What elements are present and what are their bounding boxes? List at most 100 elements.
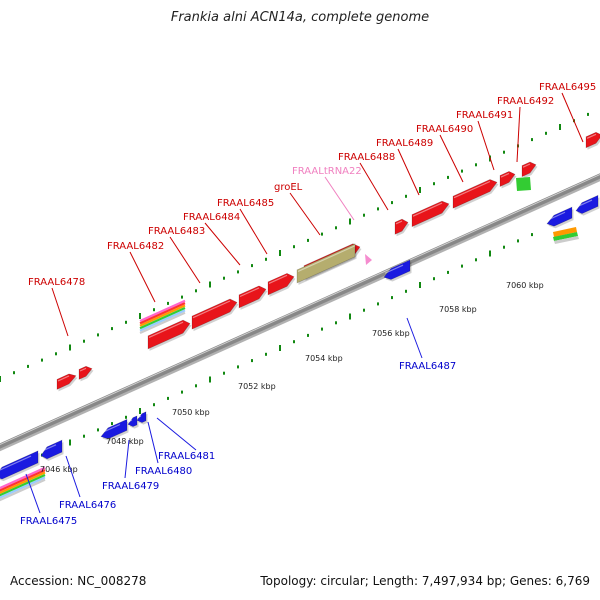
leader-line (25, 473, 41, 514)
gene-fraal6487 (383, 259, 411, 280)
gene-fraal6478b (78, 365, 93, 380)
gene-fraal6495 (585, 131, 600, 149)
leader-line (289, 192, 321, 236)
gene-label: FRAAL6479 (102, 481, 159, 492)
leader-line (156, 417, 197, 451)
gene-label: FRAAL6488 (338, 152, 395, 163)
leader-line (324, 176, 355, 221)
gene-label: FRAAL6478 (28, 277, 85, 288)
leader-line (124, 439, 130, 479)
gene-fraal6480-gloss (128, 419, 133, 422)
gene-reverse-right2-gloss (576, 199, 593, 208)
leader-line (477, 120, 495, 171)
gene-label: groEL (274, 182, 303, 193)
gene-fraal6490-gloss (453, 180, 491, 199)
gene-fraal6483 (191, 298, 238, 330)
accession-label: Accession: NC_008278 (10, 574, 147, 588)
feature-stack-6482-band (139, 311, 186, 335)
gene-fraal6483-gloss (192, 300, 231, 319)
gene-fraal6478 (56, 373, 77, 390)
scale-label-7052: 7052 kbp (238, 382, 276, 391)
map-title: Frankia alni ACN14a, complete genome (170, 10, 430, 25)
gene-fraal6481 (136, 411, 147, 423)
leader-line (204, 222, 241, 266)
leader-line (239, 208, 268, 255)
leader-line (561, 92, 584, 143)
gene-label: FRAAL6483 (148, 226, 205, 237)
gene-fraal6478-gloss (57, 375, 70, 382)
gene-fraal6485 (267, 273, 295, 296)
feature-stack-6475-band (0, 471, 46, 495)
genome-summary-label: Topology: circular; Length: 7,497,934 bp… (260, 574, 590, 588)
gene-label: FRAAL6481 (158, 451, 215, 462)
gene-rrna-block-gloss (297, 245, 356, 272)
gene-fraal6485-gloss (268, 274, 288, 284)
leader-line (439, 134, 464, 183)
feature-orange-right (553, 227, 577, 237)
leader-line (129, 251, 156, 303)
feature-stack-6475-band (0, 466, 46, 490)
gene-reverse-right1 (546, 206, 573, 227)
gene-fraaltrna22 (365, 254, 372, 265)
leader-line (169, 236, 201, 284)
gene-fraal6484-gloss (239, 287, 260, 298)
genome-axis-line (0, 173, 600, 449)
gene-fraal6475 (0, 450, 39, 480)
gene-fraal6479-gloss (101, 423, 121, 434)
scale-label-7056: 7056 kbp (372, 329, 410, 338)
scale-label-7060: 7060 kbp (506, 281, 544, 290)
feature-stack-6475-band (0, 469, 46, 492)
leader-line (397, 148, 420, 196)
scale-label-7046: 7046 kbp (40, 465, 78, 474)
gene-label: FRAAL6495 (539, 82, 596, 93)
feature-stack-6475-band (0, 473, 46, 497)
gene-fraal6492-gloss (522, 163, 531, 168)
gene-label: FRAAL6487 (399, 361, 456, 372)
leader-line (359, 162, 389, 211)
leader-line (406, 317, 423, 359)
gene-reverse-right2 (575, 194, 599, 214)
feature-stack-6475-band (0, 476, 46, 499)
leader-line (147, 421, 159, 464)
gene-label: FRAAL6475 (20, 516, 77, 527)
gene-label: FRAAL6489 (376, 138, 433, 149)
gene-fraal6488-small-gloss (395, 220, 403, 225)
gene-label: FRAAL6491 (456, 110, 513, 121)
feature-stack-6482-band (139, 299, 186, 323)
scale-label-7050: 7050 kbp (172, 408, 210, 417)
leader-line (516, 106, 521, 163)
gene-rrna-block (296, 243, 356, 284)
gene-label: FRAALtRNA22 (292, 166, 362, 177)
gene-fraal6479 (100, 418, 128, 440)
gene-label: FRAAL6476 (59, 500, 116, 511)
gene-label: FRAAL6490 (416, 124, 473, 135)
feature-grey-right (554, 236, 579, 244)
gene-fraal6482-gloss (148, 321, 184, 338)
gene-label: FRAAL6485 (217, 198, 274, 209)
feature-stack-6482-band (139, 302, 186, 325)
gene-fraal6488-small (394, 218, 409, 235)
gene-fraal6489-gloss (412, 202, 443, 217)
gene-fraal6491 (499, 171, 516, 187)
gene-fraal6492 (521, 161, 537, 178)
genome-axis-highlight (0, 173, 600, 446)
gene-fraal6484 (238, 285, 267, 309)
feature-green-right (553, 232, 578, 241)
gene-fraal6475-gloss (0, 455, 32, 471)
scale-label-7054: 7054 kbp (305, 354, 343, 363)
gene-label: FRAAL6482 (107, 241, 164, 252)
scale-label-7058: 7058 kbp (439, 305, 477, 314)
feature-stack-6482-band (139, 309, 186, 332)
gene-fraal6476-gloss (41, 444, 57, 452)
gene-green-6492 (516, 177, 531, 191)
gene-label: FRAAL6480 (135, 466, 192, 477)
feature-stack-6475-band (0, 478, 46, 502)
leader-line (51, 287, 69, 337)
gene-fraal6487-gloss (384, 264, 404, 274)
gene-fraal6495-gloss (586, 133, 597, 139)
gene-reverse-right1-gloss (547, 211, 566, 221)
gene-fraal6478b-gloss (79, 367, 87, 372)
gene-label: FRAAL6484 (183, 212, 240, 223)
gene-fraal6490 (452, 179, 498, 209)
